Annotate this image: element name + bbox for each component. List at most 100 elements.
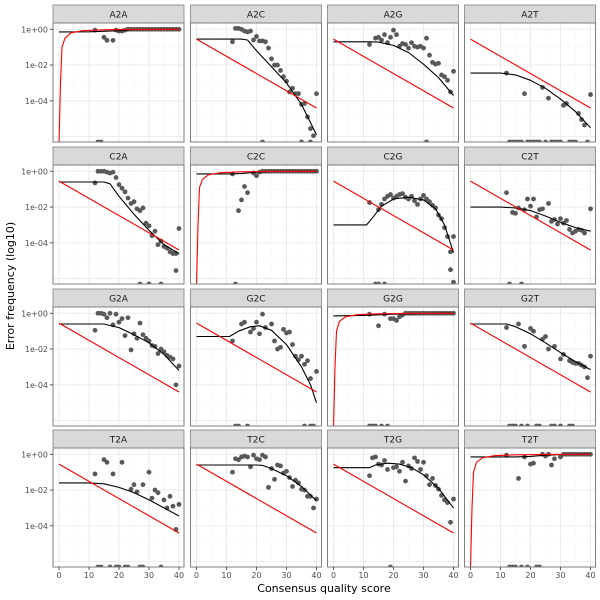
data-point xyxy=(433,205,438,211)
data-point xyxy=(119,459,125,465)
data-point xyxy=(140,332,146,338)
data-point xyxy=(570,423,575,426)
data-point xyxy=(137,320,143,326)
data-point xyxy=(394,464,399,470)
facet-strip-label: A2C xyxy=(247,11,265,21)
data-point xyxy=(299,139,304,142)
data-point xyxy=(230,469,235,475)
data-point xyxy=(290,342,295,347)
fitted-error-line xyxy=(470,72,591,129)
data-point xyxy=(507,281,512,284)
data-point xyxy=(388,564,393,567)
data-point xyxy=(152,228,158,234)
data-point xyxy=(564,218,569,223)
facet-strip-label: G2T xyxy=(521,295,540,305)
data-point xyxy=(140,482,146,488)
data-point xyxy=(549,462,554,468)
panel-border xyxy=(52,447,185,568)
data-point xyxy=(302,423,307,426)
data-point xyxy=(546,95,551,101)
data-point xyxy=(451,496,456,502)
data-point xyxy=(558,356,563,362)
panel-border xyxy=(327,22,459,143)
data-point xyxy=(176,226,182,231)
panel-plot-area xyxy=(470,321,593,426)
data-point xyxy=(379,423,384,426)
data-point xyxy=(128,486,134,492)
x-tick-label: 10 xyxy=(495,571,505,580)
data-point xyxy=(140,564,146,567)
x-tick-label: 20 xyxy=(525,571,535,580)
y-tick-label: 1e+00 xyxy=(21,309,48,318)
data-point xyxy=(104,315,110,321)
data-point xyxy=(245,454,250,460)
data-point xyxy=(101,34,107,40)
data-point xyxy=(125,564,131,567)
data-point xyxy=(92,471,98,477)
data-point xyxy=(373,423,378,426)
panel-plot-area xyxy=(196,311,319,426)
fitted-error-line xyxy=(59,181,180,255)
x-tick-label: 20 xyxy=(251,571,261,580)
data-point xyxy=(110,37,116,43)
data-point xyxy=(427,482,432,488)
data-point xyxy=(245,190,250,196)
data-point xyxy=(585,375,590,381)
nominal-error-line xyxy=(196,322,317,393)
panel-plot-area xyxy=(196,25,319,142)
data-point xyxy=(167,493,173,499)
data-point xyxy=(436,60,441,66)
fitted-error-line xyxy=(333,41,454,96)
data-point xyxy=(302,361,307,367)
facet-panel-a2c: A2C xyxy=(190,4,322,143)
data-point xyxy=(525,423,530,426)
data-point xyxy=(424,139,429,142)
data-point xyxy=(552,423,557,426)
panel-border xyxy=(52,22,185,143)
panel-plot-area xyxy=(470,180,593,284)
data-point xyxy=(236,208,241,214)
y-tick-label: 1e-02 xyxy=(25,61,48,70)
data-point xyxy=(385,467,390,472)
x-tick-label: 10 xyxy=(358,571,368,580)
data-point xyxy=(445,77,450,83)
facet-strip-label: C2T xyxy=(521,153,539,163)
y-tick-label: 1e-04 xyxy=(25,239,48,248)
data-point xyxy=(158,281,164,284)
data-point xyxy=(308,126,313,131)
data-point xyxy=(448,267,453,273)
data-point xyxy=(555,221,560,227)
data-point xyxy=(272,476,277,482)
data-point xyxy=(257,331,262,337)
data-point xyxy=(540,206,545,212)
data-point xyxy=(311,505,316,511)
data-point xyxy=(367,473,372,479)
nominal-error-line xyxy=(469,453,591,567)
data-point xyxy=(519,139,524,142)
data-point xyxy=(382,281,387,284)
panel-plot-area xyxy=(333,27,456,142)
nominal-error-line xyxy=(196,463,317,534)
data-point xyxy=(131,199,137,205)
data-point xyxy=(314,369,319,374)
data-point xyxy=(397,468,402,474)
data-point xyxy=(278,344,283,350)
facet-strip-label: G2C xyxy=(247,295,266,305)
x-tick-label: 0 xyxy=(194,571,199,580)
data-point xyxy=(537,139,542,142)
data-point xyxy=(537,423,542,426)
data-point xyxy=(403,478,408,484)
data-point xyxy=(296,91,301,97)
data-point xyxy=(125,315,131,321)
data-point xyxy=(107,310,113,316)
facet-panel-a2a: A2A 1e+00 1e-02 1e-04 xyxy=(21,4,185,143)
facet-panel-t2c: T2C 0 10 20 30 40 xyxy=(190,429,322,580)
data-point xyxy=(176,363,182,369)
facet-strip-label: A2A xyxy=(109,11,128,21)
panel-plot-area xyxy=(333,454,456,567)
data-point xyxy=(251,37,256,43)
panel-plot-area xyxy=(333,180,456,284)
data-point xyxy=(424,35,429,41)
data-point xyxy=(537,564,542,567)
data-point xyxy=(116,182,122,188)
